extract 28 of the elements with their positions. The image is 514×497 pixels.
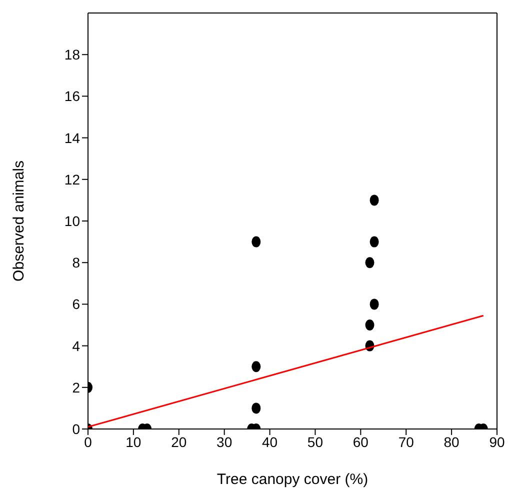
point (252, 236, 261, 248)
y-tick-label: 6 (72, 296, 80, 312)
x-tick-label: 20 (171, 434, 187, 450)
x-tick-label: 40 (262, 434, 278, 450)
y-tick-label: 8 (72, 254, 80, 271)
y-tick-label: 14 (64, 130, 80, 146)
y-tick-label: 16 (64, 88, 80, 104)
point (370, 194, 379, 206)
x-tick-label: 30 (216, 434, 232, 450)
x-tick-label: 50 (307, 434, 324, 450)
x-tick-label: 90 (489, 434, 505, 450)
x-tick-label: 80 (444, 434, 460, 450)
point (370, 298, 379, 310)
y-tick-label: 0 (72, 420, 80, 437)
y-axis-title: Observed animals (10, 160, 28, 282)
x-axis-title: Tree canopy cover (%) (216, 471, 368, 488)
x-tick-label: 10 (126, 434, 142, 450)
x-tick-label: 70 (398, 434, 414, 450)
point (365, 257, 374, 268)
y-tick-label: 4 (72, 338, 80, 354)
y-tick-label: 12 (64, 171, 80, 188)
point (370, 236, 379, 248)
point (365, 320, 374, 330)
x-tick-label: 60 (352, 434, 369, 450)
y-tick-label: 18 (64, 46, 80, 63)
y-tick-label: 10 (64, 212, 80, 229)
y-tick-label: 2 (72, 379, 80, 396)
x-tick-label: 0 (84, 434, 92, 450)
